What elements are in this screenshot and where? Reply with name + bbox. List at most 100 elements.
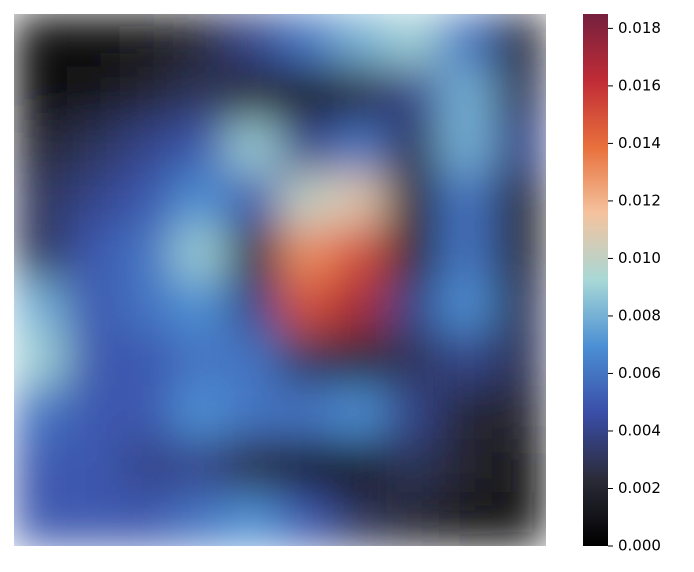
cell (119, 492, 175, 546)
colorbar-tick-label: 0.016 (618, 76, 661, 94)
cell (66, 332, 121, 387)
cell (14, 492, 68, 546)
cell (439, 14, 494, 68)
cell (279, 279, 334, 334)
cell (119, 173, 175, 228)
cell (279, 226, 334, 281)
cell (226, 173, 281, 228)
cell (226, 439, 281, 494)
cell (332, 279, 387, 334)
cell (66, 14, 121, 68)
cell (385, 226, 441, 281)
colorbar-tick-label: 0.008 (618, 306, 661, 324)
cell (14, 14, 68, 68)
cell (279, 439, 334, 494)
cell (14, 439, 68, 494)
cell (14, 385, 68, 441)
cell (226, 332, 281, 387)
cell (279, 119, 334, 175)
cell (385, 173, 441, 228)
cell (119, 439, 175, 494)
cell (439, 173, 494, 228)
cell (226, 14, 281, 68)
cell (173, 66, 228, 121)
cell (385, 279, 441, 334)
colorbar-tick-label: 0.000 (618, 537, 661, 555)
cell (66, 279, 121, 334)
cell (14, 332, 68, 387)
cell (226, 385, 281, 441)
cell (226, 492, 281, 546)
cell (439, 385, 494, 441)
cell (66, 492, 121, 546)
cell (279, 14, 334, 68)
cell (332, 439, 387, 494)
cell (226, 119, 281, 175)
colorbar (583, 14, 608, 546)
cell (173, 173, 228, 228)
cell (226, 226, 281, 281)
cell (66, 385, 121, 441)
colorbar-tick-label: 0.014 (618, 134, 661, 152)
cell (14, 66, 68, 121)
cell (385, 332, 441, 387)
cell (279, 173, 334, 228)
cell (14, 279, 68, 334)
cell (66, 173, 121, 228)
cell (332, 226, 387, 281)
cell (492, 173, 546, 228)
cell (492, 119, 546, 175)
cell (119, 66, 175, 121)
cell (492, 14, 546, 68)
cell (173, 439, 228, 494)
cell (66, 66, 121, 121)
cell (492, 226, 546, 281)
cell (173, 279, 228, 334)
cell (66, 439, 121, 494)
cell (14, 226, 68, 281)
cell (439, 279, 494, 334)
cell (385, 439, 441, 494)
cell (66, 119, 121, 175)
cell (226, 279, 281, 334)
cell (492, 492, 546, 546)
cell (279, 332, 334, 387)
cell (385, 119, 441, 175)
cell (14, 119, 68, 175)
cell (439, 492, 494, 546)
cell (332, 385, 387, 441)
cell (439, 226, 494, 281)
cell (119, 332, 175, 387)
colorbar-tick-label: 0.010 (618, 249, 661, 267)
contour-field (14, 14, 546, 546)
cell (332, 66, 387, 121)
cell (439, 332, 494, 387)
cell (492, 66, 546, 121)
cell (332, 492, 387, 546)
colorbar-tick-label: 0.018 (618, 19, 661, 37)
cell (173, 119, 228, 175)
cell (492, 279, 546, 334)
cell (439, 439, 494, 494)
cell (119, 279, 175, 334)
colorbar-tick-label: 0.012 (618, 191, 661, 209)
cell (279, 385, 334, 441)
cell (385, 492, 441, 546)
cell (66, 226, 121, 281)
cell (332, 14, 387, 68)
cell (492, 385, 546, 441)
cell (173, 332, 228, 387)
cell (173, 14, 228, 68)
cell (385, 66, 441, 121)
cell (279, 66, 334, 121)
colorbar-tick-label: 0.004 (618, 421, 661, 439)
cell (279, 492, 334, 546)
cell (439, 119, 494, 175)
cell (332, 173, 387, 228)
cell (492, 439, 546, 494)
cell (173, 385, 228, 441)
cell (119, 119, 175, 175)
cell (332, 119, 387, 175)
cell (173, 226, 228, 281)
